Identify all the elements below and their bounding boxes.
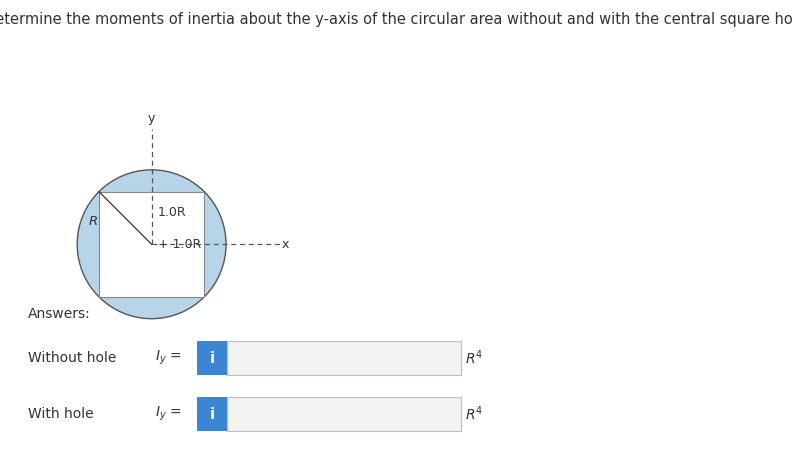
Text: i: i <box>210 407 214 422</box>
Text: 1.0R: 1.0R <box>157 206 186 219</box>
Text: With hole: With hole <box>28 407 94 421</box>
Text: y: y <box>148 112 156 125</box>
Text: $R^4$: $R^4$ <box>465 349 484 367</box>
Text: $R^4$: $R^4$ <box>465 405 484 424</box>
Text: Determine the moments of inertia about the y-axis of the circular area without a: Determine the moments of inertia about t… <box>0 12 794 27</box>
Text: Answers:: Answers: <box>28 307 91 321</box>
Bar <box>99 191 204 297</box>
Text: x: x <box>282 238 289 251</box>
Text: $I_y$ =: $I_y$ = <box>155 349 182 367</box>
Text: i: i <box>210 351 214 366</box>
Text: + 1.0R: + 1.0R <box>157 238 201 251</box>
Circle shape <box>77 170 226 319</box>
Text: $I_y$ =: $I_y$ = <box>155 405 182 424</box>
Text: R: R <box>89 215 98 228</box>
Text: Without hole: Without hole <box>28 351 116 365</box>
